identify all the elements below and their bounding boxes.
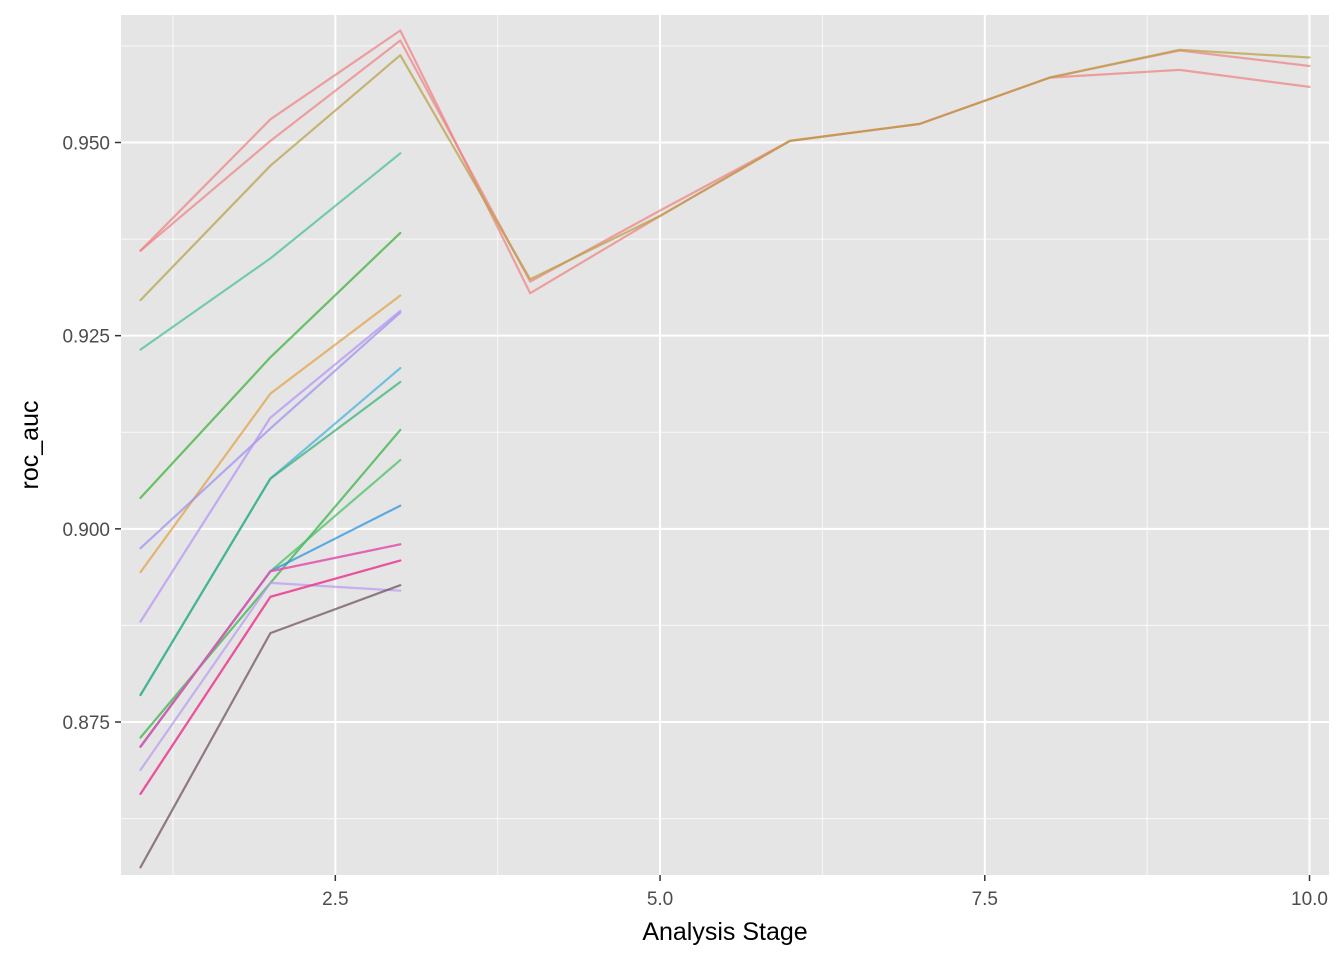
- series-line-8: [139, 309, 402, 623]
- panel-background: [121, 15, 1329, 875]
- y-tick-label: 0.925: [62, 327, 110, 348]
- y-axis: 0.875 0.900 0.925 0.950: [62, 133, 121, 734]
- y-axis-title: roc_auc: [16, 401, 44, 490]
- minor-gridlines: [121, 15, 1329, 875]
- series-line-15: [139, 543, 402, 748]
- series-line-10: [139, 380, 402, 697]
- series-line-6: [139, 294, 402, 574]
- series-line-4: [139, 152, 402, 351]
- series-line-19: [139, 584, 402, 869]
- x-axis: 2.5 5.0 7.5 10.0: [322, 875, 1328, 910]
- x-tick-label: 10.0: [1291, 889, 1328, 910]
- series-line-7: [139, 311, 402, 550]
- series-line-3: [139, 48, 1311, 302]
- major-gridlines: [121, 15, 1329, 875]
- x-tick-label: 2.5: [322, 889, 348, 910]
- y-tick-label: 0.875: [62, 713, 110, 734]
- series-line-5: [139, 231, 402, 499]
- series-line-16: [139, 581, 402, 772]
- series-lines: [139, 29, 1311, 869]
- x-tick-label: 5.0: [647, 889, 673, 910]
- y-tick-label: 0.950: [62, 133, 110, 154]
- series-line-18: [139, 559, 402, 796]
- x-axis-title: Analysis Stage: [642, 918, 807, 946]
- y-tick-label: 0.900: [62, 520, 110, 541]
- x-tick-label: 7.5: [972, 889, 998, 910]
